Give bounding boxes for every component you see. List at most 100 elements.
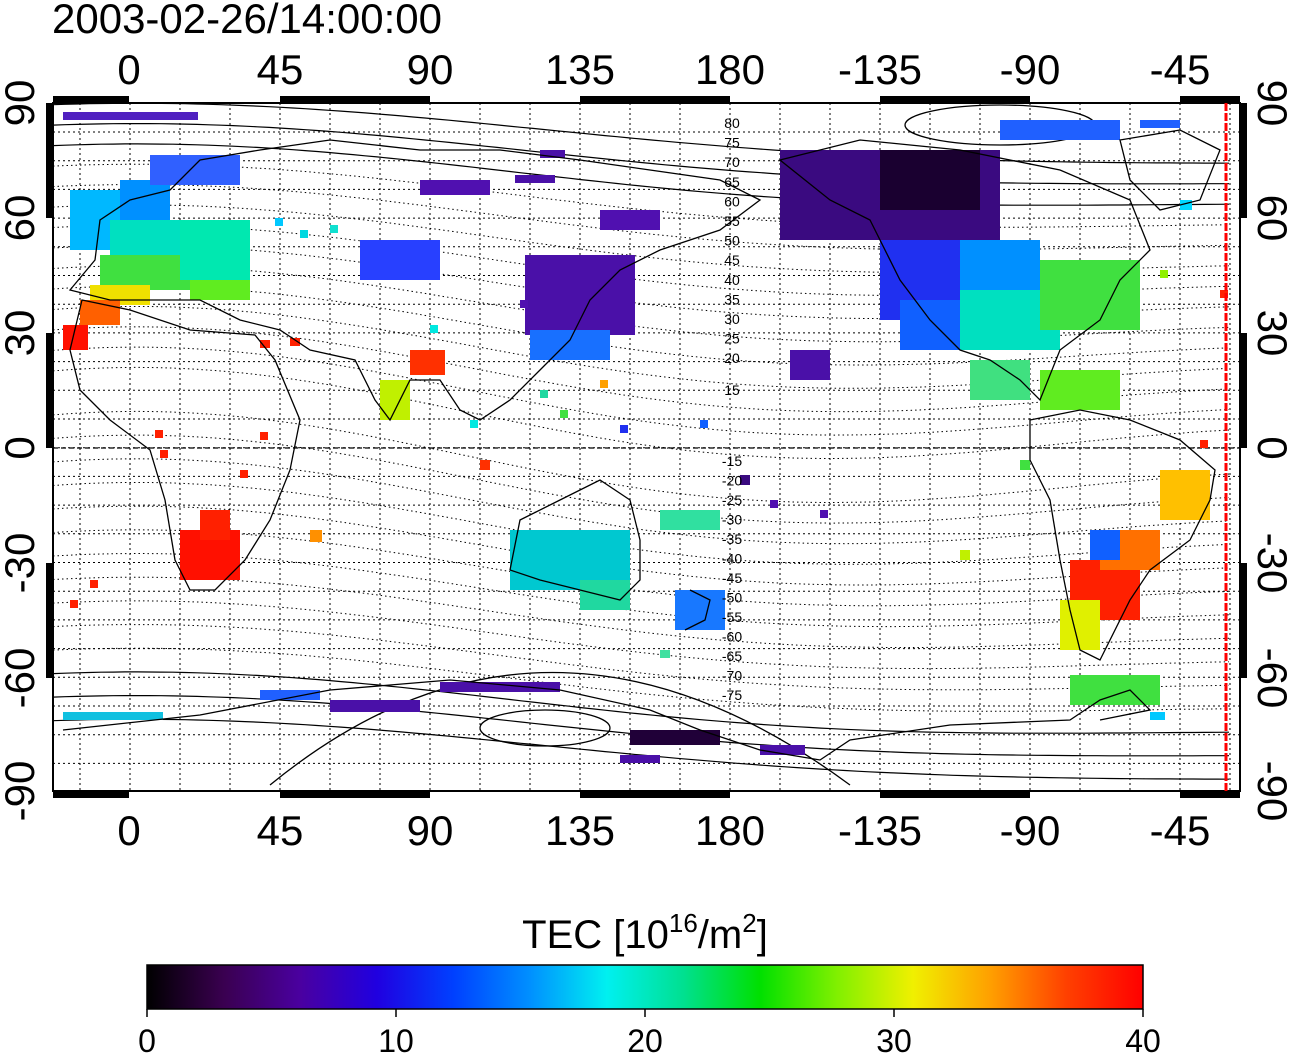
lon-tick-bottom: 90 bbox=[407, 807, 454, 854]
contour-label: -20 bbox=[722, 473, 742, 489]
coastlines bbox=[62, 129, 1221, 761]
colorbar-tick-label: 30 bbox=[876, 1023, 912, 1057]
tec-patch bbox=[480, 460, 490, 470]
contour-label: 65 bbox=[724, 174, 740, 190]
contour-pole-south bbox=[479, 709, 611, 747]
tec-patch bbox=[63, 712, 163, 720]
tec-patch bbox=[63, 112, 198, 120]
tec-patch bbox=[1160, 270, 1168, 278]
tec-patch bbox=[310, 530, 322, 542]
lat-tick-right: -60 bbox=[1249, 648, 1292, 709]
contour-line bbox=[53, 326, 1230, 413]
tec-patch bbox=[470, 420, 478, 428]
contour-line bbox=[53, 285, 1230, 366]
tec-patch bbox=[360, 240, 440, 280]
tec-patch bbox=[1060, 600, 1100, 650]
timestamp-title: 2003-02-26/14:00:00 bbox=[52, 0, 442, 42]
contour-labels: 80 75 70 65 60 55 50 45 40 35 30 25 20 15 -15 -20 -25 -30… bbox=[722, 115, 742, 703]
lon-tick-bottom: 45 bbox=[257, 807, 304, 854]
contour-label: -45 bbox=[722, 570, 742, 586]
contour-label: -35 bbox=[722, 531, 742, 547]
contour-label: 30 bbox=[724, 311, 740, 327]
frame-bar-right bbox=[1241, 563, 1247, 678]
contour-label: -55 bbox=[722, 609, 742, 625]
graticule-grid bbox=[53, 103, 1240, 791]
tec-patch bbox=[630, 730, 720, 745]
colorbar-tick-label: 20 bbox=[627, 1023, 663, 1057]
contour-label: -70 bbox=[722, 668, 742, 684]
tec-patch bbox=[660, 650, 670, 658]
tec-patch bbox=[960, 550, 970, 560]
frame-bar-bottom bbox=[280, 792, 430, 798]
lat-tick-left: 60 bbox=[0, 195, 43, 242]
tec-patch bbox=[190, 280, 250, 300]
contour-line bbox=[53, 346, 1230, 436]
tec-patch bbox=[1140, 120, 1180, 128]
contour-line bbox=[53, 647, 1230, 712]
tec-patch bbox=[70, 600, 78, 608]
lat-tick-right: -90 bbox=[1249, 761, 1292, 822]
tec-patch bbox=[1070, 675, 1160, 705]
tec-patch bbox=[820, 510, 828, 518]
contour-line bbox=[53, 103, 1230, 164]
frame-tick-bars bbox=[46, 96, 1247, 798]
tec-patch bbox=[880, 150, 980, 210]
lon-tick-top: 90 bbox=[407, 46, 454, 93]
tec-patch bbox=[530, 330, 610, 360]
colorbar-title-exp1: 16 bbox=[669, 908, 698, 938]
frame-bar-left bbox=[46, 103, 52, 218]
lon-tick-bottom: 135 bbox=[545, 807, 615, 854]
tec-patch bbox=[260, 690, 320, 700]
tec-patch bbox=[330, 700, 420, 712]
tec-patch bbox=[275, 218, 283, 226]
frame-bar-left bbox=[46, 563, 52, 678]
lon-tick-bottom: 0 bbox=[117, 807, 140, 854]
tec-patch bbox=[1040, 260, 1140, 330]
contour-line bbox=[53, 482, 1230, 565]
contour-label: -15 bbox=[722, 453, 742, 469]
contour-label: -40 bbox=[722, 551, 742, 567]
tec-patch bbox=[260, 432, 268, 440]
contour-label: 50 bbox=[724, 233, 740, 249]
tec-patch bbox=[290, 338, 300, 346]
contour-label: 70 bbox=[724, 154, 740, 170]
colorbar-title-exp2: 2 bbox=[742, 908, 756, 938]
colorbar-title: TEC [1016/m2] bbox=[522, 908, 768, 957]
frame-bar-top bbox=[880, 96, 1030, 102]
axis-tick-labels: 0045459090135135180180-135-135-90-90-45-… bbox=[0, 46, 1292, 854]
contour-label: -50 bbox=[722, 590, 742, 606]
tec-patch bbox=[760, 745, 805, 755]
contour-line bbox=[53, 434, 1230, 524]
tec-patch bbox=[155, 430, 163, 438]
lat-tick-right: -30 bbox=[1249, 533, 1292, 594]
tec-patch bbox=[1200, 440, 1208, 448]
frame-bar-top bbox=[580, 96, 730, 102]
contour-label: 25 bbox=[724, 331, 740, 347]
lat-tick-left: -90 bbox=[0, 761, 43, 822]
lon-tick-bottom: -90 bbox=[1000, 807, 1061, 854]
tec-patch bbox=[330, 225, 338, 233]
frame-bar-bottom bbox=[880, 792, 1030, 798]
tec-patch bbox=[180, 220, 250, 280]
tec-patch bbox=[1150, 712, 1165, 720]
tec-patch bbox=[240, 470, 248, 478]
frame-bar-left bbox=[46, 333, 52, 448]
frame-bar-top bbox=[53, 96, 129, 102]
tec-patch bbox=[675, 590, 725, 630]
lon-tick-top: -45 bbox=[1150, 46, 1211, 93]
contour-label: -65 bbox=[722, 648, 742, 664]
lon-tick-bottom: 180 bbox=[695, 807, 765, 854]
lat-tick-left: 90 bbox=[0, 80, 43, 127]
frame-bar-bottom bbox=[1180, 792, 1240, 798]
tec-patch bbox=[540, 150, 565, 158]
tec-patch bbox=[700, 420, 708, 428]
contour-label: 20 bbox=[724, 350, 740, 366]
tec-patch bbox=[160, 450, 168, 458]
contour-label: 80 bbox=[724, 115, 740, 131]
colorbar bbox=[146, 964, 1144, 1010]
colorbar-tick-label: 40 bbox=[1125, 1023, 1161, 1057]
lon-tick-bottom: -135 bbox=[838, 807, 922, 854]
lat-tick-left: 0 bbox=[0, 436, 43, 459]
lat-tick-right: 30 bbox=[1249, 310, 1292, 357]
